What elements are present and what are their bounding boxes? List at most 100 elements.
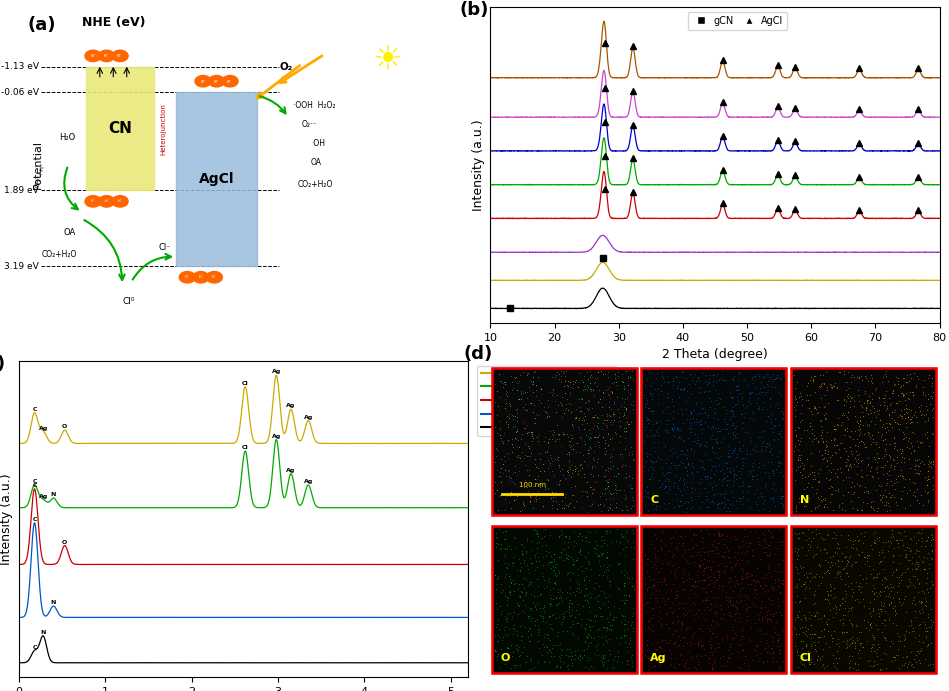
- Point: [591, 422, 606, 433]
- Point: [764, 525, 779, 536]
- Point: [696, 462, 711, 473]
- Point: [554, 608, 569, 619]
- Point: [679, 404, 694, 415]
- Point: [572, 465, 587, 476]
- Point: [882, 449, 897, 460]
- Point: [898, 657, 913, 668]
- Point: [612, 632, 627, 643]
- Point: [739, 556, 754, 567]
- Point: [654, 379, 669, 390]
- Point: [757, 541, 772, 552]
- Point: [672, 562, 687, 573]
- Point: [560, 651, 575, 662]
- Point: [729, 603, 744, 614]
- Point: [894, 444, 909, 455]
- Point: [810, 580, 826, 591]
- Point: [580, 448, 595, 459]
- Point: [688, 376, 703, 387]
- Point: [499, 562, 514, 573]
- Point: [916, 499, 931, 510]
- Point: [921, 370, 937, 381]
- Point: [798, 576, 813, 587]
- Point: [814, 651, 829, 662]
- Point: [530, 590, 545, 601]
- Point: [897, 659, 912, 670]
- Point: [586, 497, 601, 508]
- Point: [711, 499, 726, 510]
- Point: [735, 480, 750, 491]
- Point: [863, 654, 878, 665]
- Point: [548, 577, 563, 588]
- Point: [768, 606, 783, 617]
- Point: [577, 384, 592, 395]
- Point: [735, 554, 750, 565]
- Point: [687, 610, 702, 621]
- Point: [626, 582, 642, 593]
- Point: [865, 372, 880, 384]
- Point: [813, 393, 828, 404]
- Point: [683, 442, 698, 453]
- Point: [543, 618, 558, 630]
- Point: [682, 636, 698, 647]
- Point: [793, 614, 809, 625]
- Point: [828, 607, 844, 618]
- Point: [918, 563, 933, 574]
- Point: [883, 591, 898, 603]
- Point: [584, 384, 599, 395]
- Point: [697, 386, 712, 397]
- Point: [802, 468, 817, 479]
- Point: [601, 440, 616, 451]
- Point: [814, 427, 829, 438]
- Point: [883, 536, 898, 547]
- Point: [700, 377, 716, 388]
- Point: [585, 460, 600, 471]
- Point: [720, 601, 735, 612]
- Point: [682, 584, 698, 595]
- Point: [530, 435, 546, 446]
- Point: [715, 529, 730, 540]
- Text: O: O: [500, 654, 510, 663]
- Point: [528, 417, 543, 428]
- Point: [879, 490, 894, 501]
- Point: [872, 414, 887, 425]
- Point: [802, 539, 817, 550]
- Point: [758, 643, 773, 654]
- Point: [730, 596, 745, 607]
- Point: [602, 576, 617, 587]
- Point: [766, 648, 781, 659]
- Point: [921, 562, 937, 574]
- Point: [877, 446, 892, 457]
- Text: O₂: O₂: [279, 62, 292, 72]
- Point: [923, 552, 939, 563]
- Point: [665, 401, 680, 412]
- Point: [520, 404, 535, 415]
- Point: [672, 432, 687, 443]
- Point: [647, 592, 662, 603]
- Point: [719, 475, 735, 486]
- Point: [668, 603, 683, 614]
- Point: [722, 583, 737, 594]
- Point: [907, 468, 922, 479]
- Point: [711, 413, 726, 424]
- Point: [707, 645, 722, 656]
- Point: [857, 531, 872, 542]
- Point: [573, 431, 588, 442]
- Point: [774, 578, 790, 589]
- Point: [905, 662, 921, 673]
- Bar: [642, 526, 787, 673]
- Point: [894, 575, 909, 586]
- Point: [649, 650, 664, 661]
- Point: [640, 403, 655, 414]
- Point: [679, 453, 695, 464]
- Point: [493, 433, 509, 444]
- Point: [493, 543, 508, 554]
- Text: (b): (b): [459, 1, 489, 19]
- Point: [612, 558, 627, 569]
- Point: [565, 421, 580, 432]
- Point: [722, 594, 737, 605]
- Point: [685, 495, 700, 506]
- Point: [520, 486, 535, 497]
- Point: [743, 569, 758, 580]
- Point: [674, 490, 689, 501]
- Point: [764, 422, 779, 433]
